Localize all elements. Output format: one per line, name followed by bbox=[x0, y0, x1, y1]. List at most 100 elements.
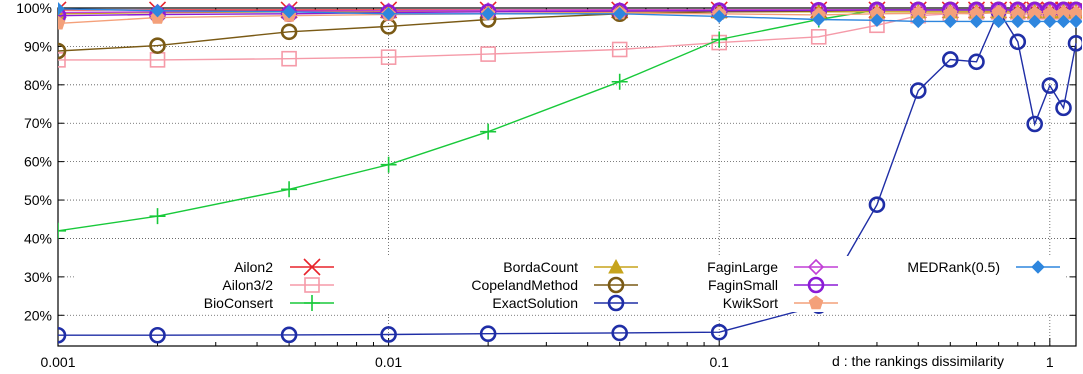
x-tick-label: 0.01 bbox=[375, 354, 402, 370]
legend-label: BordaCount bbox=[503, 259, 578, 275]
data-point bbox=[991, 14, 1006, 29]
legend-label: FaginSmall bbox=[708, 277, 778, 293]
legend-entry: ExactSolution bbox=[492, 294, 638, 312]
data-point bbox=[280, 23, 298, 41]
data-point bbox=[280, 326, 298, 344]
y-tick-label: 30% bbox=[24, 269, 52, 285]
data-point bbox=[480, 46, 496, 62]
legend-background bbox=[75, 256, 1065, 312]
data-point bbox=[149, 326, 166, 344]
data-point bbox=[58, 52, 66, 68]
y-tick-label: 90% bbox=[24, 38, 52, 54]
data-point bbox=[58, 326, 67, 344]
y-tick-label: 20% bbox=[24, 307, 52, 323]
data-point bbox=[1027, 14, 1042, 29]
legend-entry: Ailon2 bbox=[234, 258, 334, 276]
data-point bbox=[149, 37, 166, 54]
axes: 20% 30% 40% 50% 60% 70% 80% 90% 100% 0.001 0.01 0.1… bbox=[16, 0, 1077, 370]
data-point bbox=[281, 50, 297, 67]
y-tick-label: 100% bbox=[16, 0, 52, 16]
data-point bbox=[941, 51, 959, 68]
data-point bbox=[868, 196, 886, 213]
y-tick-label: 40% bbox=[24, 230, 52, 246]
legend-marker bbox=[608, 258, 624, 274]
data-point bbox=[870, 13, 884, 27]
legend-label: MEDRank(0.5) bbox=[907, 259, 1000, 275]
data-point bbox=[969, 14, 984, 29]
data-point bbox=[712, 9, 726, 24]
data-point bbox=[1069, 14, 1082, 29]
data-point bbox=[1009, 33, 1027, 51]
x-tick-label: 0.001 bbox=[40, 354, 75, 370]
data-point bbox=[282, 5, 296, 19]
legend-entry: BordaCount bbox=[503, 258, 638, 275]
data-point bbox=[710, 323, 728, 341]
x-axis-label: d : the rankings dissimilarity bbox=[832, 353, 1004, 369]
data-point bbox=[58, 7, 67, 24]
data-point bbox=[611, 324, 628, 342]
data-point bbox=[1067, 35, 1082, 52]
data-point bbox=[810, 29, 827, 45]
data-point bbox=[281, 181, 298, 198]
legend-label: BioConsert bbox=[204, 295, 273, 311]
legend-entry: FaginSmall bbox=[708, 276, 838, 294]
data-point bbox=[911, 14, 925, 29]
data-point bbox=[380, 49, 397, 65]
data-point bbox=[381, 7, 396, 21]
data-point bbox=[58, 42, 67, 60]
y-tick-label: 50% bbox=[24, 192, 52, 208]
legend-marker bbox=[807, 276, 825, 294]
legend-marker bbox=[807, 258, 825, 276]
legend-label: Ailon2 bbox=[234, 259, 273, 275]
legend-entry: MEDRank(0.5) bbox=[907, 259, 1060, 275]
legend-entry: BioConsert bbox=[204, 295, 334, 311]
data-point bbox=[1055, 99, 1072, 117]
series-layer bbox=[58, 1, 1082, 344]
legend-label: KwikSort bbox=[723, 295, 778, 311]
series-medrank-0-5- bbox=[58, 2, 1082, 29]
legend-label: Ailon3/2 bbox=[222, 277, 273, 293]
y-tick-label: 70% bbox=[24, 115, 52, 131]
legend-entry: Ailon3/2 bbox=[222, 277, 334, 293]
series-line bbox=[58, 9, 1076, 232]
data-point bbox=[943, 14, 958, 29]
plot-frame bbox=[57, 7, 1077, 347]
data-point bbox=[612, 7, 627, 21]
x-tick-label: 0.1 bbox=[709, 354, 729, 370]
data-point bbox=[481, 7, 495, 21]
legend: Ailon2 Ailon3/2 BioConsert BordaCount Copela… bbox=[75, 256, 1065, 312]
data-point bbox=[150, 3, 165, 18]
legend-marker bbox=[607, 294, 625, 312]
data-point bbox=[479, 325, 497, 343]
data-point bbox=[909, 82, 927, 99]
legend-marker bbox=[808, 295, 824, 310]
data-point bbox=[380, 326, 397, 343]
series-exactsolution bbox=[58, 2, 1082, 344]
data-point bbox=[1026, 115, 1043, 133]
legend-marker bbox=[304, 277, 320, 293]
data-point bbox=[1041, 77, 1059, 94]
data-point bbox=[58, 2, 65, 16]
y-tick-label: 80% bbox=[24, 77, 52, 93]
legend-marker bbox=[304, 295, 320, 311]
series-bioconsert bbox=[58, 1, 1082, 239]
data-point bbox=[968, 53, 985, 71]
legend-entry: CopelandMethod bbox=[471, 276, 638, 294]
data-point bbox=[58, 15, 66, 30]
x-tick-label: 1 bbox=[1046, 354, 1054, 370]
series-line bbox=[58, 11, 1076, 61]
legend-entry: FaginLarge bbox=[707, 258, 838, 276]
data-point bbox=[611, 73, 628, 90]
series-kwiksort bbox=[58, 4, 1082, 30]
data-point bbox=[1043, 14, 1057, 29]
y-tick-label: 60% bbox=[24, 154, 52, 170]
data-point bbox=[149, 208, 166, 225]
data-point bbox=[1011, 14, 1025, 29]
data-point bbox=[380, 156, 397, 173]
legend-marker bbox=[607, 276, 625, 294]
legend-label: FaginLarge bbox=[707, 259, 778, 275]
data-point bbox=[812, 12, 826, 27]
data-point bbox=[58, 222, 66, 239]
